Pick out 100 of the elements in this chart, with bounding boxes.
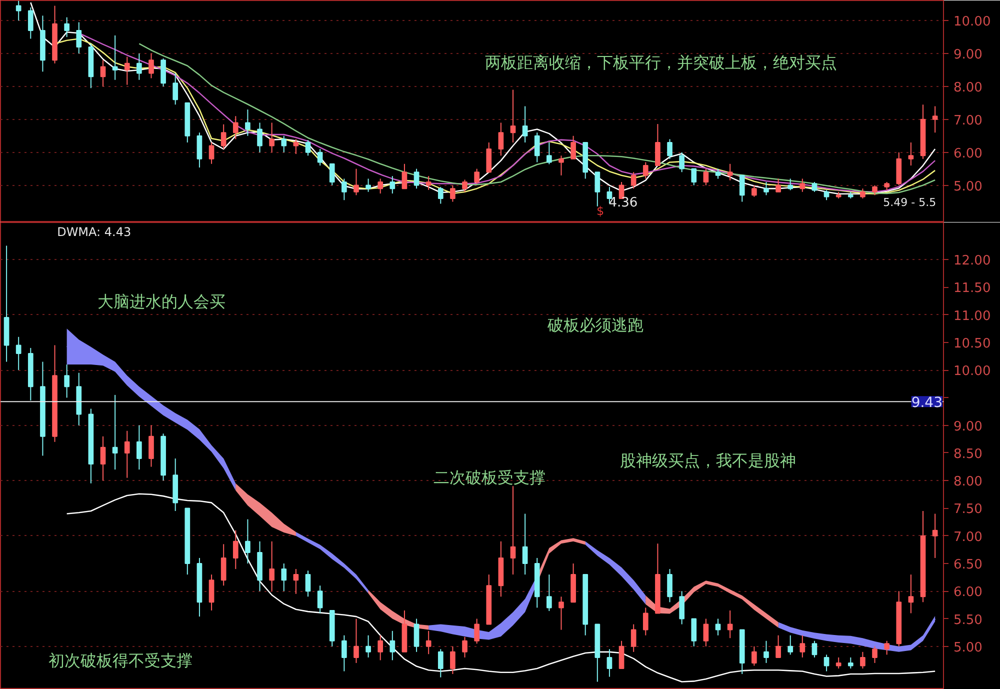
annotation: 破板必须逃跑	[546, 316, 644, 335]
y-tick-label: 8.50	[954, 446, 982, 462]
y-tick-label: 5.00	[954, 179, 982, 194]
candlestick	[196, 132, 202, 168]
candlestick	[534, 132, 540, 163]
candlestick	[124, 56, 130, 86]
candlestick	[522, 513, 528, 576]
candlestick	[824, 654, 830, 672]
candlestick	[752, 184, 757, 198]
candlestick	[860, 188, 866, 199]
candlestick	[426, 630, 432, 655]
candlestick	[293, 568, 299, 594]
candlestick	[860, 651, 866, 669]
candlestick	[305, 570, 311, 598]
candlestick	[486, 142, 492, 173]
candlestick	[438, 648, 444, 678]
candlestick	[606, 648, 612, 678]
candlestick	[474, 618, 480, 644]
candlestick	[208, 574, 214, 611]
candlestick	[667, 138, 672, 160]
candlestick	[64, 364, 70, 398]
candlestick	[305, 140, 311, 156]
candlestick	[824, 190, 830, 201]
candlestick	[366, 634, 371, 658]
candlestick	[317, 148, 323, 166]
candlestick	[642, 607, 648, 636]
candlestick	[450, 184, 456, 202]
candlestick	[642, 162, 648, 180]
candlestick	[884, 640, 890, 656]
candlestick	[727, 163, 733, 181]
y-tick-label: 7.00	[954, 530, 982, 545]
candlestick	[667, 568, 672, 603]
candlestick	[354, 618, 359, 664]
annotation: 初次破板得不受支撑	[48, 651, 193, 670]
y-tick-label: 12.00	[954, 254, 991, 269]
candlestick	[257, 122, 262, 153]
candlestick	[618, 640, 624, 669]
candlestick	[679, 590, 684, 625]
candlestick	[220, 544, 226, 586]
candlestick	[462, 179, 468, 192]
candlestick	[366, 178, 371, 192]
annotation: 两板距离收缩，下板平行，并突破上板，绝对买点	[485, 53, 838, 72]
candlestick	[679, 152, 684, 173]
candlestick	[64, 16, 70, 38]
candlestick	[28, 6, 34, 40]
candlestick	[245, 109, 250, 136]
y-tick-label: 7.00	[954, 113, 982, 128]
candlestick	[317, 585, 323, 614]
candlestick	[450, 646, 456, 675]
candlestick	[546, 574, 552, 612]
annotation: 大脑进水的人会买	[98, 292, 226, 311]
y-tick-label: 6.00	[954, 146, 982, 162]
candlestick	[546, 142, 552, 165]
y-tick-label: 8.00	[954, 474, 982, 490]
candlestick	[932, 106, 938, 134]
candlestick	[776, 634, 781, 658]
annotation: DWMA: 4.43	[57, 224, 132, 239]
candlestick	[342, 178, 347, 201]
candlestick	[788, 634, 794, 656]
candlestick	[812, 640, 818, 658]
candlestick	[872, 184, 878, 196]
candlestick	[390, 630, 396, 661]
candlestick	[148, 424, 154, 468]
candlestick	[908, 574, 914, 614]
candlestick	[727, 610, 733, 639]
candlestick	[812, 181, 818, 192]
annotation: 5.49 - 5.5	[883, 196, 936, 210]
candlestick	[703, 168, 709, 186]
y-tick-label: 9.00	[954, 419, 982, 434]
candlestick	[100, 436, 106, 482]
annotation: $	[596, 204, 604, 218]
y-tick-label: 10.00	[954, 14, 991, 30]
candlestick	[594, 172, 600, 207]
y-tick-label: 9.00	[954, 48, 982, 63]
candlestick	[474, 168, 480, 184]
annotation: 4.36	[608, 195, 638, 210]
candlestick	[703, 618, 709, 647]
y-tick-label: 8.00	[954, 80, 982, 96]
candlestick	[232, 116, 238, 140]
candlestick	[220, 124, 226, 150]
candlestick	[872, 646, 878, 664]
candlestick	[16, 0, 22, 22]
candlestick	[438, 186, 444, 204]
candlestick	[136, 424, 142, 470]
ref-line-label: 9.43	[911, 395, 942, 412]
candlestick	[426, 176, 432, 190]
candlestick	[378, 634, 384, 661]
annotation: 二次破板受支撑	[433, 468, 546, 487]
candlestick	[269, 540, 274, 592]
candlestick	[148, 53, 154, 79]
candlestick	[739, 174, 745, 202]
candlestick	[414, 618, 420, 652]
line-series	[66, 493, 936, 682]
candlestick	[269, 122, 274, 153]
candlestick	[630, 624, 636, 652]
y-tick-label: 11.00	[954, 308, 991, 324]
candlestick	[172, 72, 178, 106]
y-tick-label: 6.50	[954, 557, 982, 572]
candlestick	[908, 142, 914, 166]
candlestick	[522, 106, 528, 143]
